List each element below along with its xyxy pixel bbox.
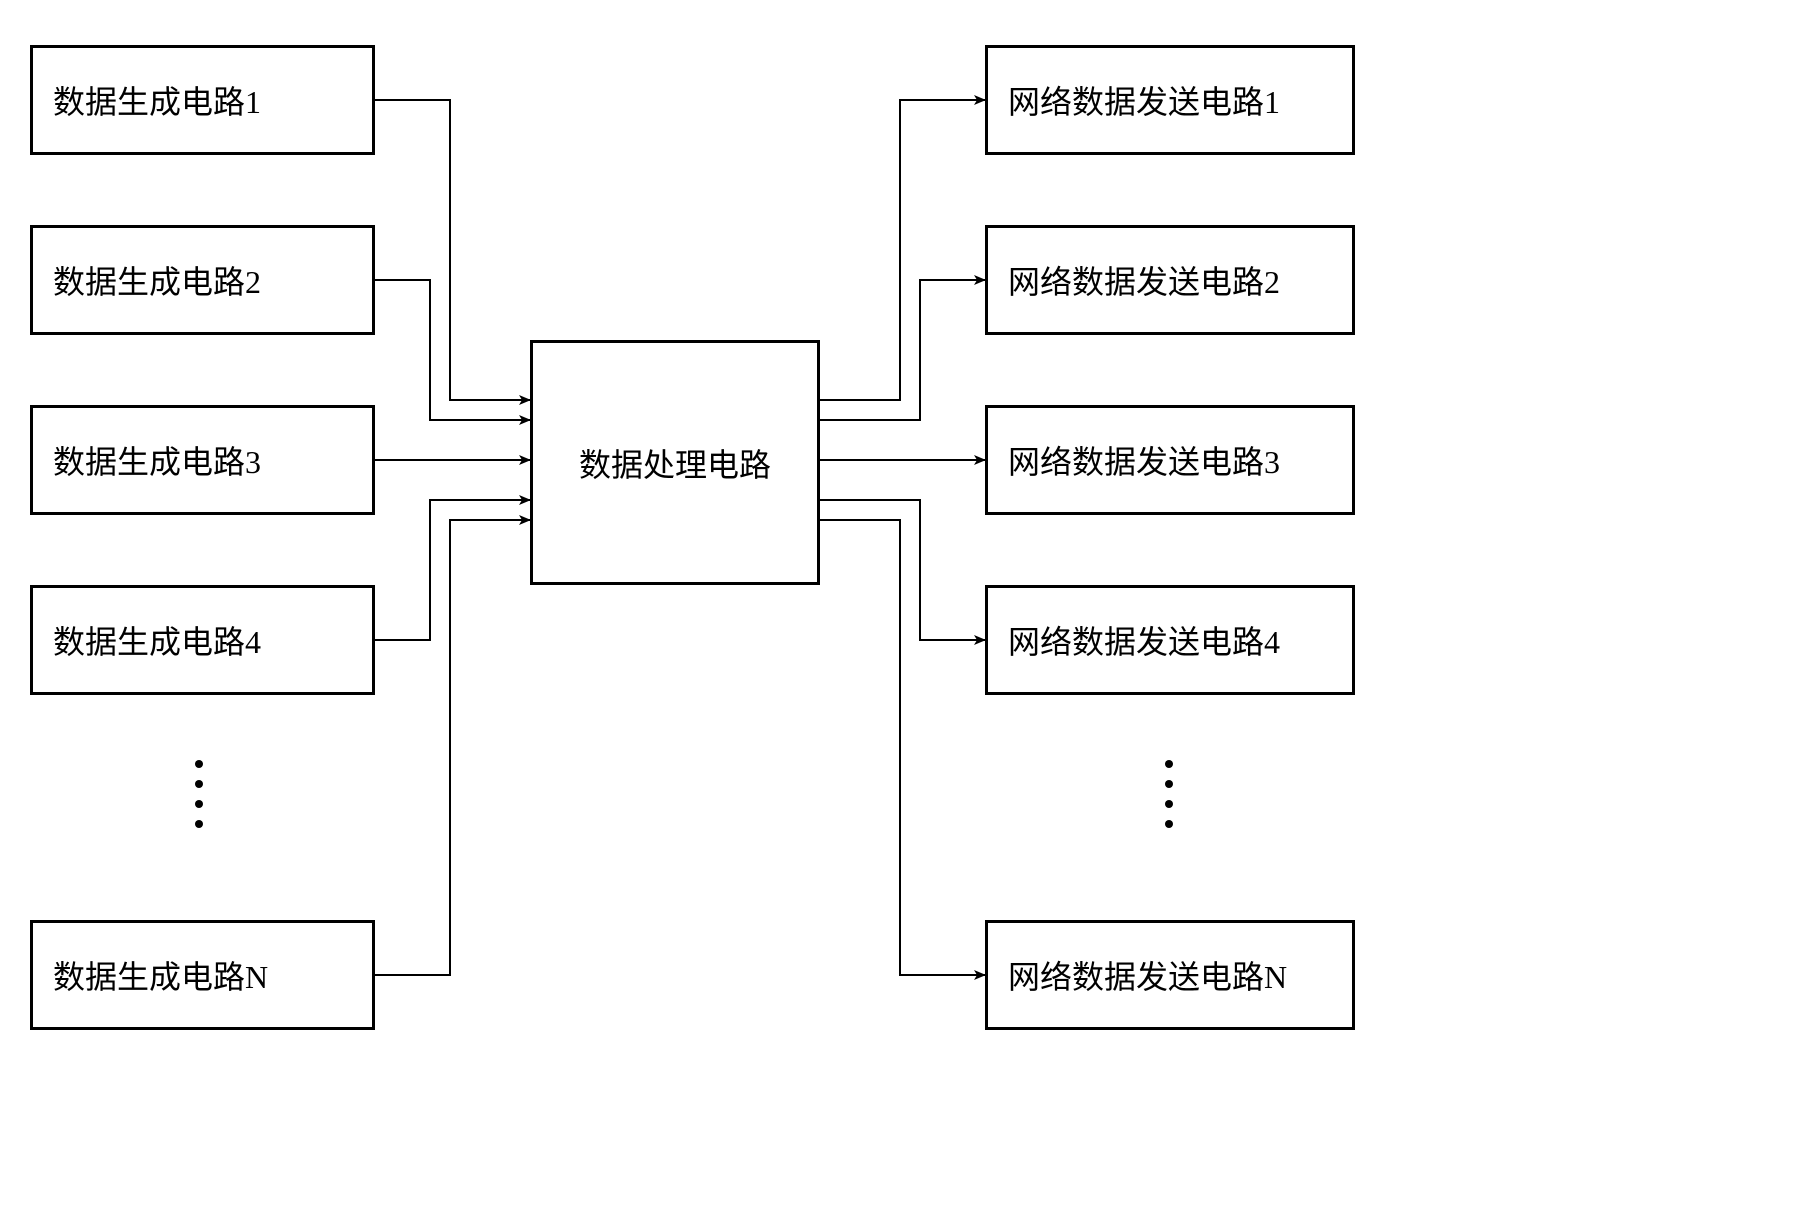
dot-icon <box>1165 780 1173 788</box>
node-label: 网络数据发送电路4 <box>1008 617 1280 663</box>
edge-proc-send2 <box>820 280 985 420</box>
node-gen1: 数据生成电路1 <box>30 45 375 155</box>
node-label: 网络数据发送电路2 <box>1008 257 1280 303</box>
edge-proc-sendN <box>820 520 985 975</box>
node-label: 数据生成电路2 <box>53 257 261 303</box>
edge-gen4-proc <box>375 500 530 640</box>
node-send4: 网络数据发送电路4 <box>985 585 1355 695</box>
edge-genN-proc <box>375 520 530 975</box>
node-proc: 数据处理电路 <box>530 340 820 585</box>
dot-icon <box>195 780 203 788</box>
node-label: 网络数据发送电路N <box>1008 952 1287 998</box>
node-label: 网络数据发送电路3 <box>1008 437 1280 483</box>
node-gen2: 数据生成电路2 <box>30 225 375 335</box>
node-gen4: 数据生成电路4 <box>30 585 375 695</box>
block-diagram: 数据生成电路1 数据生成电路2 数据生成电路3 数据生成电路4 数据生成电路N … <box>0 0 1804 1217</box>
node-send2: 网络数据发送电路2 <box>985 225 1355 335</box>
dot-icon <box>1165 820 1173 828</box>
edge-proc-send1 <box>820 100 985 400</box>
node-label: 数据生成电路3 <box>53 437 261 483</box>
ellipsis-left <box>195 760 203 828</box>
node-label: 网络数据发送电路1 <box>1008 77 1280 123</box>
edge-gen2-proc <box>375 280 530 420</box>
dot-icon <box>195 800 203 808</box>
node-label: 数据处理电路 <box>579 440 771 486</box>
node-send3: 网络数据发送电路3 <box>985 405 1355 515</box>
node-gen3: 数据生成电路3 <box>30 405 375 515</box>
dot-icon <box>195 820 203 828</box>
edge-proc-send4 <box>820 500 985 640</box>
dot-icon <box>195 760 203 768</box>
node-label: 数据生成电路4 <box>53 617 261 663</box>
node-genN: 数据生成电路N <box>30 920 375 1030</box>
dot-icon <box>1165 800 1173 808</box>
node-send1: 网络数据发送电路1 <box>985 45 1355 155</box>
ellipsis-right <box>1165 760 1173 828</box>
node-label: 数据生成电路N <box>53 952 268 998</box>
node-label: 数据生成电路1 <box>53 77 261 123</box>
dot-icon <box>1165 760 1173 768</box>
node-sendN: 网络数据发送电路N <box>985 920 1355 1030</box>
edge-gen1-proc <box>375 100 530 400</box>
